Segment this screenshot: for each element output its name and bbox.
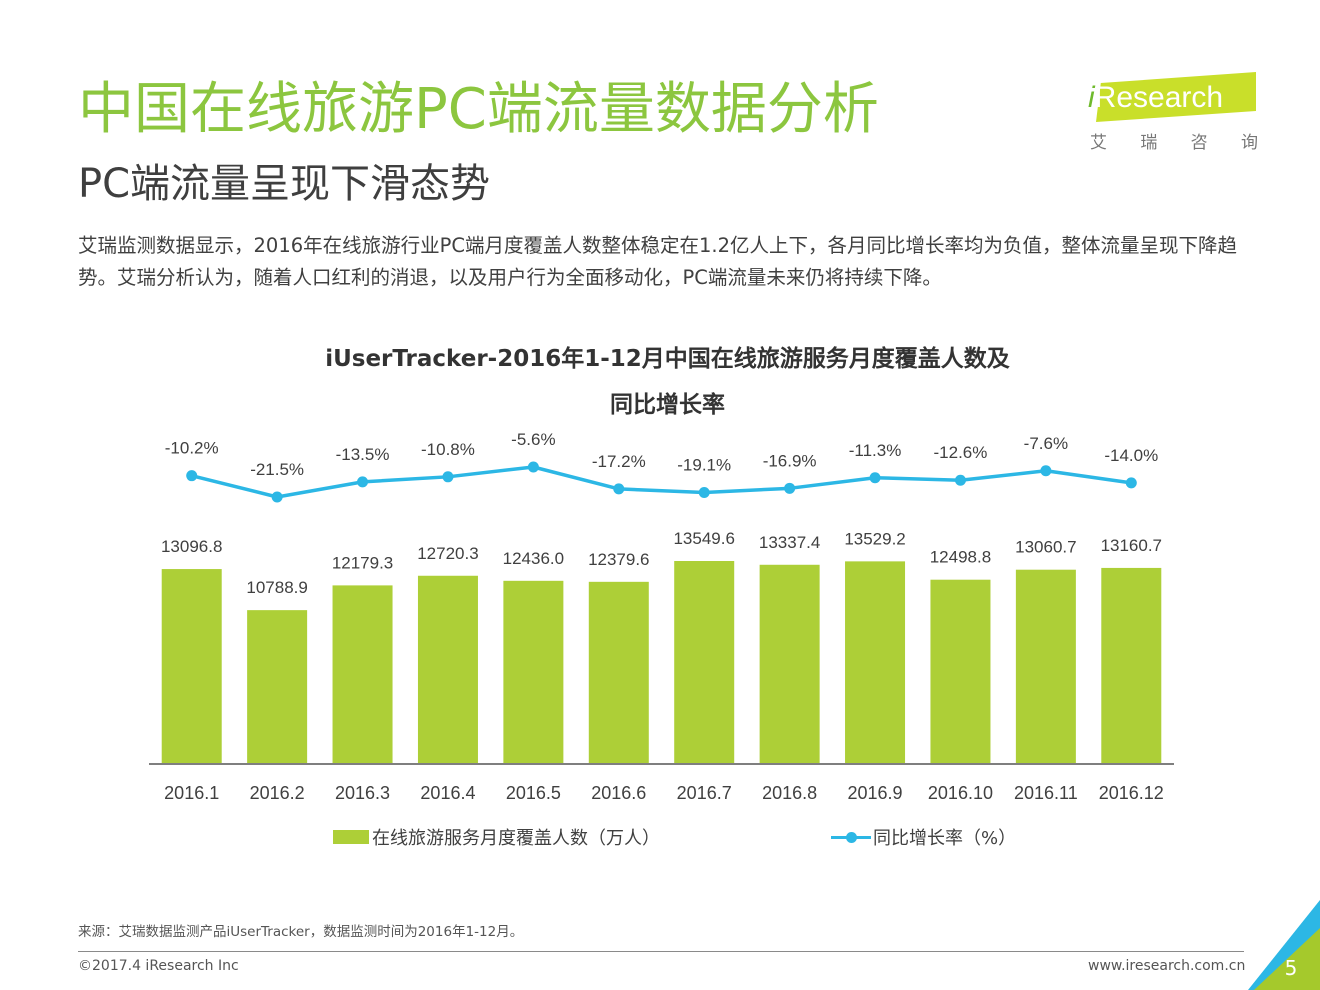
legend-bar: 在线旅游服务月度覆盖人数（万人） [333,823,660,851]
growth-rate-point [784,482,796,494]
iresearch-logo: iResearch 艾 瑞 咨 询 [1088,72,1260,156]
bar-value-label: 12498.8 [930,548,991,567]
description-text: 艾瑞监测数据显示，2016年在线旅游行业PC端月度覆盖人数整体稳定在1.2亿人上… [78,234,1238,289]
bar [1015,569,1076,763]
x-tick-label: 2016.11 [1014,783,1078,803]
corner-decoration [1248,900,1320,990]
x-tick-label: 2016.10 [928,783,993,803]
legend-line-swatch [831,830,871,844]
growth-rate-point [357,476,369,488]
growth-rate-point [869,472,881,484]
logo-char: 咨 [1190,133,1208,153]
bar-value-label: 12379.6 [588,550,649,569]
bar-value-label: 13549.6 [673,529,734,548]
logo-prefix: i [1088,81,1095,114]
x-tick-label: 2016.3 [335,783,390,803]
logo-brand: Research [1094,81,1224,114]
growth-rate-point [1125,477,1137,489]
logo-char: 艾 [1090,133,1107,153]
source-note: 来源：艾瑞数据监测产品iUserTracker，数据监测时间为2016年1-12… [78,924,524,940]
corner-green-triangle [1254,928,1320,990]
growth-rate-label: -21.5% [250,460,304,479]
x-tick-label: 2016.5 [506,783,561,803]
logo-char: 瑞 [1140,133,1158,153]
legend-line: 同比增长率（%） [831,823,1016,851]
growth-rate-point [186,470,198,482]
bar [674,561,735,763]
bar-value-label: 10788.9 [246,578,307,597]
footer-divider [78,951,1244,952]
bar-value-label: 12720.3 [417,544,478,563]
page-number: 5 [1284,956,1298,980]
x-tick-label: 2016.4 [420,783,475,803]
legend-bar-swatch [333,830,369,844]
page-title: 中国在线旅游PC端流量数据分析 [78,77,879,142]
x-tick-label: 2016.2 [250,783,305,803]
growth-rate-label: -11.3% [849,441,902,460]
x-tick-label: 2016.9 [848,783,903,803]
growth-rate-point [698,486,710,498]
growth-rate-label: -19.1% [677,455,731,474]
bar [845,561,906,763]
page-subtitle: PC端流量呈现下滑态势 [78,161,491,207]
bar [417,575,478,763]
chart-title-line2: 同比增长率 [610,392,725,418]
bar-value-label: 13337.4 [759,533,820,552]
x-tick-label: 2016.8 [762,783,817,803]
growth-rate-label: -16.9% [763,451,817,470]
x-tick-label: 2016.7 [677,783,732,803]
legend-line-label: 同比增长率（%） [873,828,1017,849]
growth-rate-point [1040,465,1052,477]
growth-rate-label: -17.2% [592,452,646,471]
bar [759,564,820,763]
growth-rate-label: -7.6% [1024,434,1068,453]
growth-rate-point [442,471,454,483]
growth-rate-point [271,491,283,503]
chart-title-line1: iUserTracker-2016年1-12月中国在线旅游服务月度覆盖人数及 [325,346,1010,372]
website-url: www.iresearch.com.cn [1088,958,1246,974]
growth-rate-label: -13.5% [336,445,390,464]
bar [247,610,308,763]
logo-char: 询 [1240,133,1258,153]
bar-value-label: 13060.7 [1015,538,1076,557]
corner-blue-stripe [1248,900,1320,990]
bar [332,585,393,763]
bar [588,581,649,763]
bar-value-label: 13160.7 [1101,536,1162,555]
growth-rate-label: -10.8% [421,440,475,459]
bar-value-label: 12436.0 [503,549,564,568]
bar-value-label: 13096.8 [161,537,222,556]
bar-value-label: 13529.2 [844,529,905,548]
growth-rate-point [954,474,966,486]
x-tick-label: 2016.12 [1099,783,1164,803]
growth-rate-point [527,461,539,473]
bar-value-label: 12179.3 [332,553,393,572]
logo-wordmark: iResearch [1088,78,1248,118]
growth-rate-label: -5.6% [511,430,555,449]
legend-bar-label: 在线旅游服务月度覆盖人数（万人） [372,828,660,849]
x-tick-label: 2016.1 [164,783,219,803]
growth-rate-label: -10.2% [165,439,219,458]
bar [930,579,991,763]
bar [1101,567,1162,763]
bar [161,569,222,763]
growth-rate-line [191,465,1132,499]
logo-chinese-name: 艾 瑞 咨 询 [1090,128,1258,153]
bar [503,580,564,763]
growth-rate-point [613,483,625,495]
x-tick-label: 2016.6 [591,783,646,803]
growth-rate-label: -14.0% [1104,446,1158,465]
growth-rate-label: -12.6% [934,443,988,462]
copyright: ©2017.4 iResearch Inc [78,958,239,974]
